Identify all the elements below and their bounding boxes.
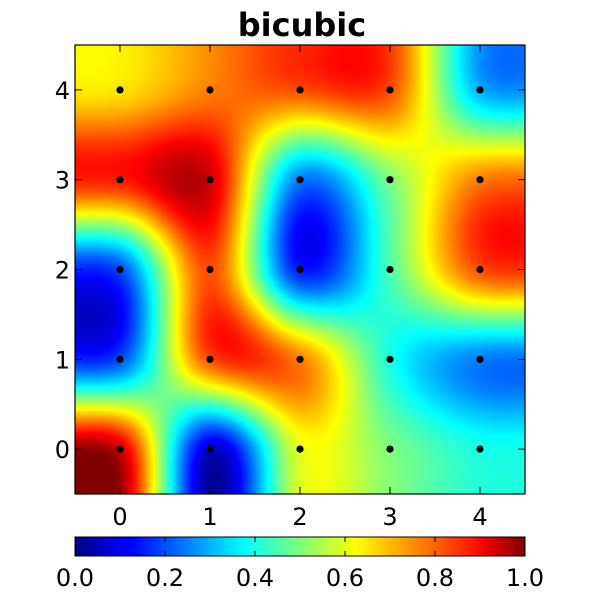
data-point xyxy=(476,445,484,453)
colorbar-tick-label: 0.4 xyxy=(236,564,274,592)
x-tick-label: 0 xyxy=(112,503,127,531)
data-point xyxy=(386,176,394,184)
colorbar-tick-label: 0.2 xyxy=(146,564,184,592)
data-point xyxy=(296,176,304,184)
y-tick-label: 4 xyxy=(55,77,70,105)
data-point xyxy=(296,265,304,274)
y-tick-label: 0 xyxy=(55,436,70,464)
heatmap-area xyxy=(74,44,526,495)
colorbar-gradient xyxy=(74,536,526,557)
data-point xyxy=(386,445,394,453)
data-point xyxy=(296,355,304,363)
data-point xyxy=(116,445,124,453)
data-point xyxy=(386,86,394,94)
colorbar: 0.0 0.2 0.4 0.6 0.8 1.0 xyxy=(56,536,544,592)
data-point xyxy=(296,445,304,453)
axis-tick-marks xyxy=(75,45,525,494)
colorbar-tick-marks xyxy=(74,537,526,556)
data-points xyxy=(116,86,484,453)
x-tick-label: 1 xyxy=(202,503,217,531)
data-point xyxy=(206,265,214,274)
plot-frame xyxy=(74,44,526,495)
y-tick-label: 3 xyxy=(55,167,70,195)
x-tick-label: 3 xyxy=(382,503,397,531)
colorbar-tick-label: 1.0 xyxy=(506,564,544,592)
x-tick-label: 4 xyxy=(472,503,487,531)
data-point xyxy=(386,265,394,274)
data-point xyxy=(116,86,124,94)
data-point xyxy=(116,176,124,184)
chart-title: bicubic xyxy=(238,6,366,44)
colorbar-tick-label: 0.6 xyxy=(326,564,364,592)
colorbar-tick-label: 0.8 xyxy=(416,564,454,592)
data-point xyxy=(476,355,484,363)
y-tick-label: 1 xyxy=(55,346,70,374)
data-point xyxy=(476,86,484,94)
colorbar-tick-label: 0.0 xyxy=(56,564,94,592)
data-point xyxy=(116,355,124,363)
data-point xyxy=(476,265,484,274)
y-tick-label: 2 xyxy=(55,257,70,285)
colorbar-axis: 0.0 0.2 0.4 0.6 0.8 1.0 xyxy=(56,564,544,592)
data-point xyxy=(386,355,394,363)
data-point xyxy=(206,445,214,453)
x-axis: 0 1 2 3 4 xyxy=(112,503,487,531)
data-point xyxy=(206,86,214,94)
data-point xyxy=(296,86,304,94)
data-point xyxy=(116,265,124,274)
y-axis: 0 1 2 3 4 xyxy=(55,77,70,464)
x-tick-label: 2 xyxy=(292,503,307,531)
data-point xyxy=(206,176,214,184)
data-point xyxy=(476,176,484,184)
data-point xyxy=(206,355,214,363)
